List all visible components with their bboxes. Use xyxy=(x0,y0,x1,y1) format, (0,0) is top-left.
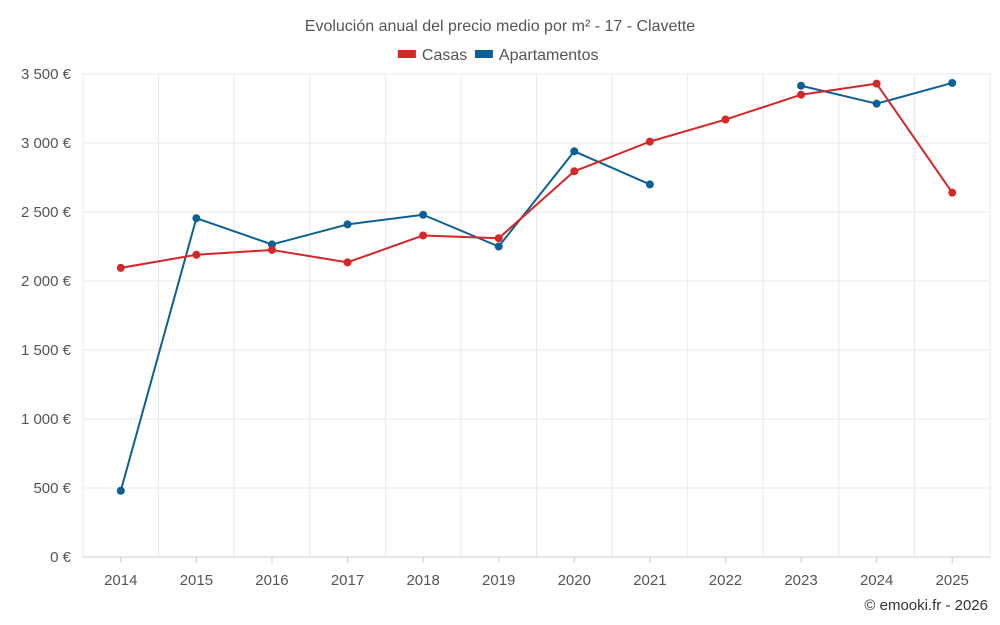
x-tick-label: 2018 xyxy=(406,572,439,589)
series-line xyxy=(120,82,954,269)
legend-item-casas[interactable]: Casas xyxy=(397,47,467,64)
y-tick-label: 3 500 € xyxy=(21,66,72,83)
legend-label: Casas xyxy=(422,47,467,64)
data-point[interactable] xyxy=(419,210,428,219)
data-point[interactable] xyxy=(570,147,579,156)
x-tick-label: 2016 xyxy=(255,572,288,589)
x-tick-label: 2024 xyxy=(860,572,893,589)
legend-label: Apartamentos xyxy=(499,47,599,64)
y-tick-label: 500 € xyxy=(33,480,71,497)
data-point[interactable] xyxy=(570,167,579,176)
y-tick-label: 2 000 € xyxy=(21,273,72,290)
data-point[interactable] xyxy=(797,90,806,99)
data-point[interactable] xyxy=(494,242,503,251)
data-point[interactable] xyxy=(645,137,654,146)
data-point[interactable] xyxy=(192,214,201,223)
data-point[interactable] xyxy=(267,240,276,249)
series-apartamentos xyxy=(116,78,957,495)
x-tick-label: 2017 xyxy=(331,572,364,589)
x-tick-label: 2014 xyxy=(104,572,137,589)
data-point[interactable] xyxy=(948,78,957,87)
x-tick-label: 2023 xyxy=(784,572,817,589)
data-point[interactable] xyxy=(116,263,125,272)
legend-swatch xyxy=(397,50,416,58)
x-axis: 2014 2015 2016 2017 2018 2019 2020 2021 2022 2023… xyxy=(83,556,990,589)
y-tick-label: 1 000 € xyxy=(21,411,72,428)
grid xyxy=(82,73,991,558)
legend-swatch xyxy=(474,50,493,58)
y-axis: 0 € 500 € 1 000 € 1 500 € 2 000 € 2 500 € 3 00… xyxy=(21,66,72,566)
legend-item-apartamentos[interactable]: Apartamentos xyxy=(474,47,599,64)
y-tick-label: 1 500 € xyxy=(21,342,72,359)
series-casas xyxy=(116,79,957,272)
data-point[interactable] xyxy=(721,115,730,124)
series-line xyxy=(119,150,651,492)
x-tick-label: 2021 xyxy=(633,572,666,589)
x-tick-label: 2019 xyxy=(482,572,515,589)
data-point[interactable] xyxy=(494,234,503,243)
data-point[interactable] xyxy=(872,99,881,108)
credit: © emooki.fr - 2026 xyxy=(864,597,988,614)
x-tick-label: 2022 xyxy=(709,572,742,589)
data-point[interactable] xyxy=(192,250,201,259)
data-point[interactable] xyxy=(797,81,806,90)
y-tick-label: 0 € xyxy=(50,549,72,566)
series-group xyxy=(116,78,957,495)
data-point[interactable] xyxy=(267,245,276,254)
data-point[interactable] xyxy=(872,79,881,88)
legend: Casas Apartamentos xyxy=(397,47,599,64)
x-tick-label: 2025 xyxy=(936,572,969,589)
chart-title: Evolución anual del precio medio por m² … xyxy=(305,18,696,35)
data-point[interactable] xyxy=(645,180,654,189)
data-point[interactable] xyxy=(343,220,352,229)
data-point[interactable] xyxy=(948,188,957,197)
data-point[interactable] xyxy=(419,231,428,240)
data-point[interactable] xyxy=(343,258,352,267)
y-tick-label: 2 500 € xyxy=(21,204,72,221)
x-tick-label: 2015 xyxy=(180,572,213,589)
y-tick-label: 3 000 € xyxy=(21,135,72,152)
x-tick-label: 2020 xyxy=(558,572,591,589)
data-point[interactable] xyxy=(116,486,125,495)
